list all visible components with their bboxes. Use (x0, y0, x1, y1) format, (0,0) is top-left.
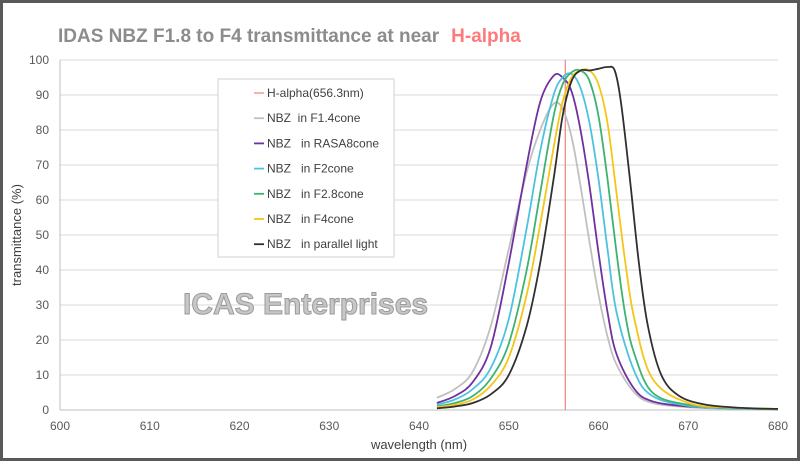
y-axis-label: transmittance (%) (9, 184, 24, 286)
axes (59, 60, 778, 411)
y-tick-label-60: 60 (36, 193, 50, 207)
y-tick-label-40: 40 (36, 263, 50, 277)
watermark: ICAS Enterprises (183, 288, 428, 321)
y-tick-label-50: 50 (36, 228, 50, 242)
x-tick-label-620: 620 (229, 419, 249, 433)
y-tick-label-30: 30 (36, 298, 50, 312)
legend: H-alpha(656.3nm) NBZ in F1.4cone NBZ in RA… (217, 78, 395, 258)
chart-title-accent: H-alpha (451, 26, 521, 47)
tick-labels: 0 10 20 30 40 50 60 70 80 90 100 600 610 620 630 640 650… (29, 53, 788, 433)
x-axis-label: wavelength (nm) (370, 437, 467, 452)
legend-label-4: NBZ in F2.8cone (267, 187, 364, 201)
chart-title: IDAS NBZ F1.8 to F4 transmittance at nea… (58, 26, 440, 47)
y-tick-label-70: 70 (36, 158, 50, 172)
legend-label-1: NBZ in F1.4cone (267, 111, 361, 125)
x-tick-label-660: 660 (588, 419, 608, 433)
x-tick-label-670: 670 (678, 419, 698, 433)
series-line-1 (436, 101, 779, 411)
legend-label-6: NBZ in parallel light (267, 237, 378, 251)
legend-label-3: NBZ in F2cone (267, 162, 354, 176)
legend-label-2: NBZ in RASA8cone (267, 136, 379, 150)
x-tick-label-680: 680 (768, 419, 788, 433)
series-line-6 (436, 65, 779, 410)
x-tick-label-600: 600 (50, 419, 70, 433)
legend-label-0: H-alpha(656.3nm) (267, 86, 364, 100)
series-line-5 (436, 68, 779, 410)
series-line-2 (436, 72, 779, 411)
y-tick-label-80: 80 (36, 123, 50, 137)
y-tick-label-20: 20 (36, 333, 50, 347)
x-tick-label-650: 650 (499, 419, 519, 433)
y-tick-label-10: 10 (36, 368, 50, 382)
grid-lines (60, 59, 778, 376)
y-tick-label-100: 100 (29, 53, 49, 67)
legend-box (217, 78, 395, 258)
x-tick-label-610: 610 (140, 419, 160, 433)
x-tick-label-640: 640 (409, 419, 429, 433)
y-tick-label-90: 90 (36, 88, 50, 102)
series-lines (436, 65, 779, 411)
y-tick-label-0: 0 (42, 403, 49, 417)
series-line-3 (436, 72, 779, 411)
x-tick-label-630: 630 (319, 419, 339, 433)
legend-label-5: NBZ in F4cone (267, 212, 354, 226)
svg-text:IDAS NBZ F1.8 to F4 transmit: IDAS NBZ F1.8 to F4 transmittance at nea… (58, 26, 521, 47)
